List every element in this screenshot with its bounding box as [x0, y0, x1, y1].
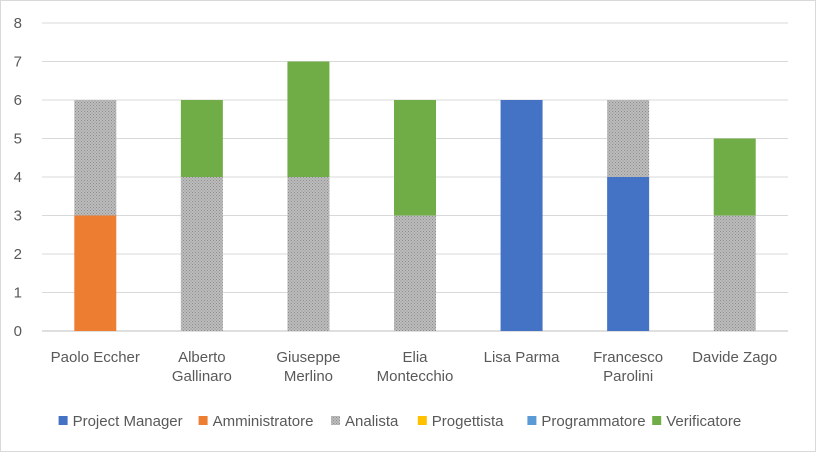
legend: Project Manager Amministratore Analista Pro…: [58, 413, 741, 430]
category-label-line: Montecchio: [377, 368, 454, 385]
bar-segment: [500, 100, 543, 331]
category-label-line: Elia: [402, 349, 428, 366]
category-label-line: Giuseppe: [276, 349, 340, 366]
y-tick-label: 6: [14, 92, 22, 109]
category-label-line: Paolo Eccher: [51, 349, 140, 366]
category-label-line: Merlino: [284, 368, 333, 385]
bar-segment: [607, 177, 650, 331]
y-tick-label: 0: [14, 323, 22, 340]
bar-segment: [74, 215, 117, 331]
x-axis-labels: Paolo Eccher Alberto Gallinaro Giuseppe Merl…: [51, 349, 778, 385]
legend-label: Analista: [345, 413, 399, 430]
category-label: Elia Montecchio: [377, 349, 454, 385]
legend-swatch: [331, 416, 340, 425]
bar-segment: [180, 100, 223, 177]
legend-swatch: [58, 416, 68, 425]
bar-segment: [287, 61, 330, 177]
legend-label: Verificatore: [666, 413, 741, 430]
legend-swatch: [198, 416, 208, 425]
y-tick-label: 4: [14, 169, 22, 186]
y-tick-label: 1: [14, 285, 22, 302]
category-label-line: Lisa Parma: [484, 349, 561, 366]
category-label: Alberto Gallinaro: [172, 349, 232, 385]
bar-segment: [607, 100, 650, 177]
y-axis-ticks: 0 1 2 3 4 5 6 7 8: [14, 15, 22, 340]
category-label-line: Gallinaro: [172, 368, 232, 385]
legend-label: Amministratore: [213, 413, 314, 430]
y-tick-label: 2: [14, 246, 22, 263]
legend-label: Project Manager: [73, 413, 183, 430]
bar-segment: [180, 177, 223, 331]
bar-segment: [287, 177, 330, 331]
bar-segment: [394, 215, 436, 331]
y-tick-label: 7: [14, 54, 22, 71]
category-label-line: Davide Zago: [692, 349, 777, 366]
category-label: Francesco Parolini: [593, 349, 663, 385]
category-label: Lisa Parma: [484, 349, 561, 366]
bar-segment: [713, 138, 756, 216]
category-label: Davide Zago: [692, 349, 777, 366]
category-label-line: Parolini: [603, 368, 653, 385]
category-label: Paolo Eccher: [51, 349, 140, 366]
legend-swatch: [652, 416, 662, 425]
legend-swatch: [527, 416, 537, 425]
bar-segment: [713, 215, 756, 331]
category-label-line: Alberto: [178, 349, 226, 366]
y-tick-label: 8: [14, 15, 22, 32]
bar-segment: [394, 100, 436, 216]
bars: [74, 61, 756, 331]
y-tick-label: 3: [14, 208, 22, 225]
category-label-line: Francesco: [593, 349, 663, 366]
y-tick-label: 5: [14, 131, 22, 148]
legend-label: Programmatore: [541, 413, 645, 430]
category-label: Giuseppe Merlino: [276, 349, 340, 385]
legend-swatch: [417, 416, 427, 425]
legend-label: Progettista: [432, 413, 504, 430]
bar-segment: [74, 100, 117, 216]
